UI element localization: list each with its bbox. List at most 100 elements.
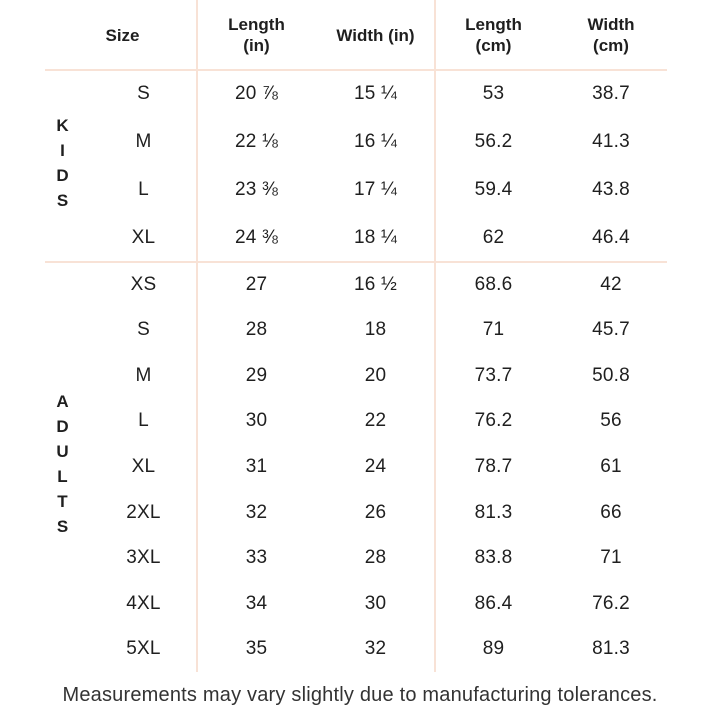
length-in-cell: 31 [245, 456, 268, 478]
kids-section: KIDS S 20 ⅞ 15 ¼ 53 38.7 M 22 ⅛ 16 ¼ 56.… [0, 70, 670, 262]
width-in-cell: 20 [364, 364, 387, 386]
table-row: XL 24 ⅜ 18 ¼ 62 46.4 [0, 214, 670, 262]
table-row: M 29 20 73.7 50.8 [0, 353, 670, 399]
header-length-in: Length (in) [197, 14, 316, 56]
width-cm-cell: 43.8 [592, 179, 630, 200]
length-cm-cell: 71 [482, 319, 505, 341]
width-cm-cell: 41.3 [592, 131, 630, 152]
width-cm-cell: 56 [600, 410, 622, 432]
width-in-cell: 24 [364, 456, 387, 478]
length-in-cell: 22 ⅛ [234, 131, 279, 152]
width-in-cell: 30 [364, 592, 387, 614]
length-cm-cell: 89 [482, 638, 505, 660]
length-in-cell: 34 [245, 592, 268, 614]
header-width-in-label: Width (in) [336, 25, 415, 45]
size-cell: L [138, 410, 149, 432]
width-cm-cell: 81.3 [592, 638, 630, 660]
length-in-cell: 33 [245, 547, 268, 569]
adults-group-label: ADULTS [53, 392, 72, 542]
length-in-cell: 32 [245, 501, 268, 523]
width-in-cell: 15 ¼ [353, 83, 398, 104]
table-header-row: Size Length (in) Width (in) Length (cm) … [0, 0, 670, 70]
size-cell: 2XL [126, 501, 161, 523]
length-in-cell: 28 [245, 319, 268, 341]
width-cm-cell: 76.2 [592, 592, 630, 614]
section-divider [45, 261, 667, 263]
kids-group-label: KIDS [53, 116, 72, 216]
width-in-cell: 18 ¼ [353, 227, 398, 248]
length-cm-cell: 68.6 [474, 273, 513, 295]
width-cm-cell: 50.8 [592, 364, 630, 386]
width-cm-cell: 61 [600, 456, 622, 478]
size-cell: XS [130, 273, 157, 295]
table-row: 4XL 34 30 86.4 76.2 [0, 581, 670, 627]
size-cell: L [138, 179, 149, 200]
size-cell: M [135, 364, 152, 386]
size-cell: 3XL [126, 547, 161, 569]
width-cm-cell: 46.4 [592, 227, 630, 248]
width-in-cell: 32 [364, 638, 387, 660]
length-cm-cell: 56.2 [474, 131, 513, 152]
table-row: XS 27 16 ½ 68.6 42 [0, 262, 670, 308]
length-in-cell: 20 ⅞ [234, 83, 279, 104]
header-width-cm-line1: Width [587, 15, 635, 34]
size-cell: XL [131, 227, 156, 248]
length-cm-cell: 83.8 [474, 547, 513, 569]
length-cm-cell: 78.7 [474, 456, 513, 478]
width-cm-cell: 66 [600, 501, 622, 523]
width-cm-cell: 45.7 [592, 319, 630, 341]
width-cm-cell: 71 [600, 547, 622, 569]
width-cm-cell: 42 [600, 273, 622, 295]
width-in-cell: 18 [364, 319, 387, 341]
header-width-cm-line2: (cm) [593, 36, 629, 55]
length-cm-cell: 86.4 [474, 592, 513, 614]
length-cm-cell: 62 [482, 227, 505, 248]
vertical-divider-right [434, 0, 436, 672]
size-cell: M [135, 131, 152, 152]
table-row: 3XL 33 28 83.8 71 [0, 535, 670, 581]
header-length-in-line1: Length [228, 15, 285, 34]
table-row: L 23 ⅜ 17 ¼ 59.4 43.8 [0, 166, 670, 214]
width-cm-cell: 38.7 [592, 83, 630, 104]
adults-section: ADULTS XS 27 16 ½ 68.6 42 S 28 18 71 45.… [0, 262, 670, 672]
header-divider [45, 69, 667, 71]
width-in-cell: 16 ½ [353, 273, 398, 295]
size-cell: S [137, 319, 150, 341]
header-size: Size [69, 25, 176, 46]
width-in-cell: 26 [364, 501, 387, 523]
header-width-in: Width (in) [316, 25, 435, 46]
header-length-cm-line1: Length [465, 15, 522, 34]
length-cm-cell: 76.2 [474, 410, 513, 432]
length-in-cell: 27 [245, 273, 268, 295]
length-cm-cell: 59.4 [474, 179, 513, 200]
header-width-cm: Width (cm) [552, 14, 670, 56]
size-cell: XL [131, 456, 156, 478]
length-in-cell: 29 [245, 364, 268, 386]
length-cm-cell: 73.7 [474, 364, 513, 386]
header-length-cm: Length (cm) [435, 14, 552, 56]
table-row: S 20 ⅞ 15 ¼ 53 38.7 [0, 70, 670, 118]
vertical-divider-left [196, 0, 198, 672]
header-length-in-line2: (in) [243, 36, 270, 55]
length-in-cell: 35 [245, 638, 268, 660]
header-length-cm-line2: (cm) [475, 36, 512, 55]
table-row: XL 31 24 78.7 61 [0, 444, 670, 490]
length-in-cell: 30 [245, 410, 268, 432]
size-cell: 5XL [126, 638, 161, 660]
length-cm-cell: 81.3 [474, 501, 513, 523]
adults-rows: XS 27 16 ½ 68.6 42 S 28 18 71 45.7 M 29 … [0, 262, 670, 672]
size-cell: S [137, 83, 150, 104]
size-cell: 4XL [126, 592, 161, 614]
table-row: 2XL 32 26 81.3 66 [0, 490, 670, 536]
footer-note: Measurements may vary slightly due to ma… [62, 684, 658, 706]
table-row: M 22 ⅛ 16 ¼ 56.2 41.3 [0, 118, 670, 166]
width-in-cell: 22 [364, 410, 387, 432]
width-in-cell: 16 ¼ [353, 131, 398, 152]
length-in-cell: 24 ⅜ [234, 227, 279, 248]
kids-rows: S 20 ⅞ 15 ¼ 53 38.7 M 22 ⅛ 16 ¼ 56.2 41.… [0, 70, 670, 262]
table-row: 5XL 35 32 89 81.3 [0, 627, 670, 673]
table-row: L 30 22 76.2 56 [0, 399, 670, 445]
length-in-cell: 23 ⅜ [234, 179, 279, 200]
width-in-cell: 28 [364, 547, 387, 569]
